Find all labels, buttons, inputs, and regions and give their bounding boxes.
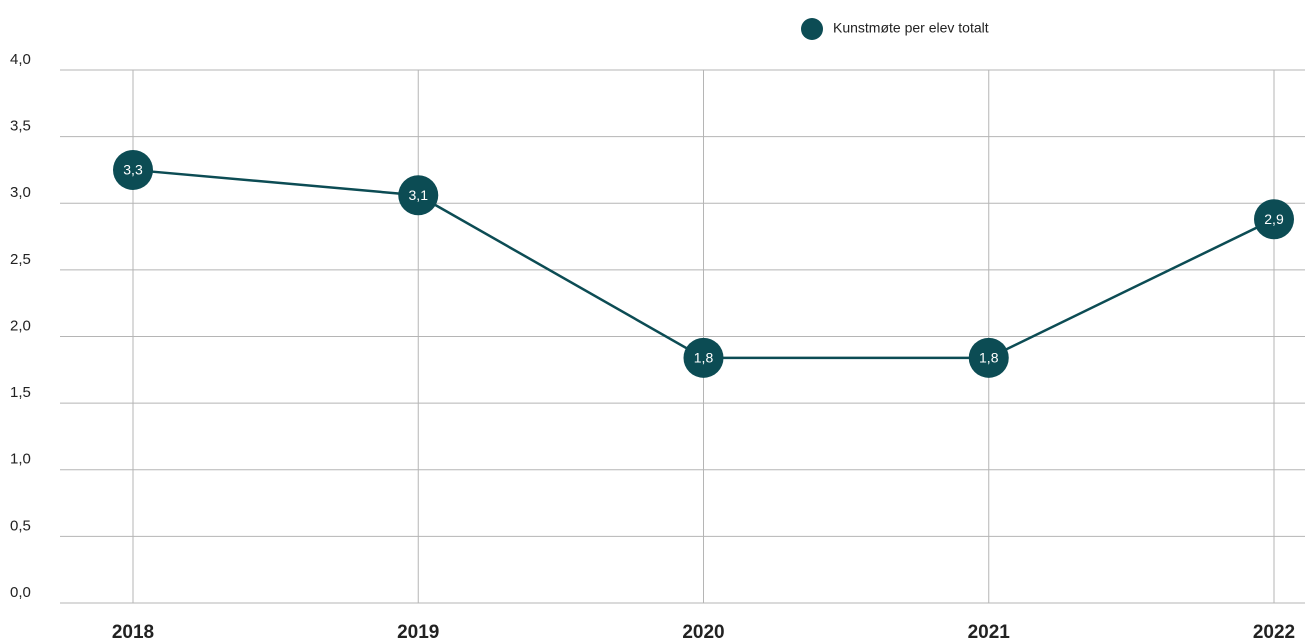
legend-marker — [801, 18, 823, 40]
data-label: 1,8 — [979, 350, 999, 366]
x-tick-label: 2021 — [968, 622, 1011, 643]
y-tick-label: 0,5 — [10, 517, 31, 534]
marker — [1254, 199, 1294, 240]
x-tick-label: 2019 — [397, 622, 439, 643]
x-tick-label: 2020 — [682, 622, 724, 643]
marker — [113, 149, 153, 190]
data-label: 3,3 — [123, 162, 143, 178]
data-label: 3,1 — [409, 187, 429, 203]
marker — [398, 175, 439, 216]
legend-label: Kunstmøte per elev totalt — [833, 20, 989, 36]
y-tick-label: 3,0 — [10, 184, 31, 201]
x-tick-label: 2018 — [112, 622, 154, 643]
y-tick-label: 2,5 — [10, 251, 31, 268]
data-label: 1,8 — [694, 350, 714, 366]
data-label: 2,9 — [1264, 211, 1284, 227]
marker — [683, 337, 724, 378]
y-tick-label: 2,0 — [10, 317, 31, 334]
x-tick-label: 2022 — [1253, 622, 1295, 643]
y-tick-label: 4,0 — [10, 51, 31, 68]
y-tick-label: 3,5 — [10, 118, 31, 135]
y-tick-label: 0,0 — [10, 584, 31, 601]
y-tick-label: 1,5 — [10, 384, 31, 401]
y-tick-label: 1,0 — [10, 451, 31, 468]
marker — [968, 337, 1009, 378]
